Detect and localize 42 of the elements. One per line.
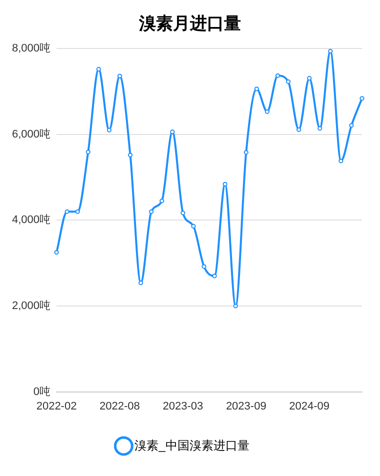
point xyxy=(170,130,175,134)
point xyxy=(96,66,101,72)
point xyxy=(54,250,59,255)
y-tick-label: 6,000吨 xyxy=(12,127,51,140)
point xyxy=(286,79,291,84)
x-tick-label: 2023-09 xyxy=(226,400,266,412)
point xyxy=(254,86,259,92)
point xyxy=(212,274,217,278)
point xyxy=(117,74,122,78)
x-tick-label: 2022-08 xyxy=(100,400,140,412)
point xyxy=(160,198,164,204)
point xyxy=(75,209,80,214)
point xyxy=(128,152,133,158)
x-tick-label: 2022-02 xyxy=(36,400,77,412)
point xyxy=(180,210,186,216)
point xyxy=(244,150,248,155)
point xyxy=(296,127,302,132)
point xyxy=(275,73,280,78)
x-tick-label: 2024-09 xyxy=(289,400,330,412)
chart-title: 溴素月进口量 xyxy=(138,13,242,36)
point xyxy=(222,182,228,186)
point xyxy=(191,224,196,229)
point xyxy=(64,209,70,214)
x-tick-label: 2023-03 xyxy=(162,400,204,412)
point xyxy=(338,158,344,164)
legend-label: 溴素_中国溴素进口量 xyxy=(134,438,250,452)
y-tick-label: 2,000吨 xyxy=(12,299,51,312)
point xyxy=(307,76,312,80)
point xyxy=(202,264,206,269)
point xyxy=(138,280,144,286)
point xyxy=(349,123,354,128)
point xyxy=(149,209,154,214)
y-tick-label: 0吨 xyxy=(33,384,51,398)
point xyxy=(106,128,112,132)
point xyxy=(233,304,238,308)
point xyxy=(86,150,90,154)
y-tick-label: 8,000吨 xyxy=(12,42,51,55)
point xyxy=(360,96,364,101)
point xyxy=(264,109,270,114)
point xyxy=(328,48,333,54)
point xyxy=(318,126,322,131)
y-tick-label: 4,000吨 xyxy=(12,213,51,226)
